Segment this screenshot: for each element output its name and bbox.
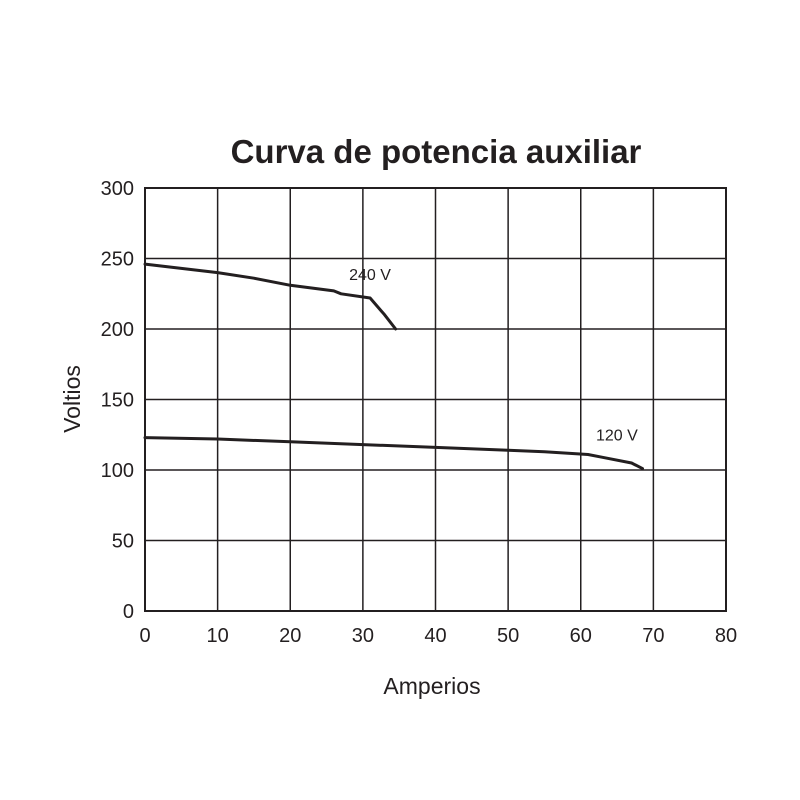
- x-tick-label: 20: [279, 625, 301, 647]
- series-labels: 240 V 120 V: [349, 267, 638, 445]
- y-tick-label: 50: [112, 531, 134, 553]
- series-line-0: [143, 262, 398, 331]
- series-label-0: 240 V: [349, 267, 391, 284]
- y-tick-label: 150: [101, 390, 134, 412]
- y-axis-title: Voltios: [59, 365, 85, 433]
- y-tick-labels: 0 50 100 150 200 250 300: [101, 178, 134, 623]
- y-tick-label: 0: [123, 601, 134, 623]
- y-tick-label: 300: [101, 178, 134, 200]
- y-tick-label: 250: [101, 249, 134, 271]
- x-tick-label: 60: [570, 625, 592, 647]
- x-tick-labels: 0 10 20 30 40 50 60 70 80: [139, 625, 737, 647]
- x-tick-label: 0: [139, 625, 150, 647]
- grid: [144, 187, 727, 612]
- series-line-1: [143, 436, 644, 471]
- x-tick-label: 50: [497, 625, 519, 647]
- x-axis-title: Amperios: [383, 673, 480, 699]
- chart-title: Curva de potencia auxiliar: [231, 133, 642, 170]
- plot-frame: [144, 187, 727, 612]
- x-tick-label: 10: [207, 625, 229, 647]
- y-tick-label: 100: [101, 460, 134, 482]
- series-lines: [143, 262, 644, 471]
- y-tick-label: 200: [101, 319, 134, 341]
- series-label-1: 120 V: [596, 427, 638, 444]
- x-tick-label: 30: [352, 625, 374, 647]
- x-tick-label: 40: [424, 625, 446, 647]
- x-tick-label: 70: [642, 625, 664, 647]
- x-tick-label: 80: [715, 625, 737, 647]
